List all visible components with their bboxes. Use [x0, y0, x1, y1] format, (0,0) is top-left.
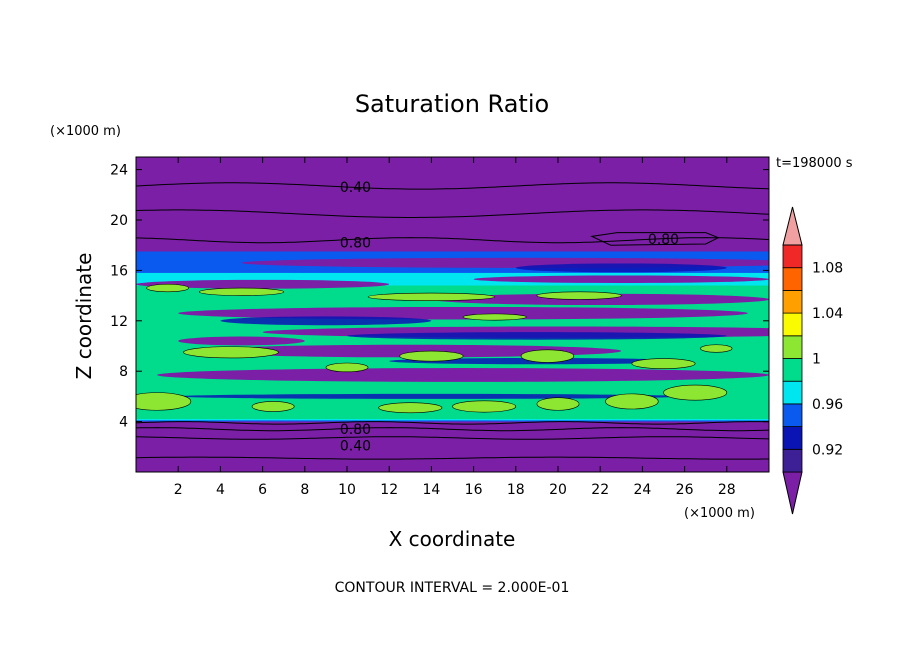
x-tick-label: 20: [549, 482, 567, 498]
dry-streak: [431, 293, 769, 306]
contour-label: 0.80: [340, 236, 371, 252]
contour-interval-label: CONTOUR INTERVAL = 2.000E-01: [335, 580, 570, 596]
supersaturated-patch: [136, 392, 192, 411]
dry-streak: [473, 275, 769, 283]
supersaturated-patch: [367, 292, 496, 301]
y-tick-label: 16: [110, 263, 128, 279]
colorbar-segment: [782, 380, 803, 405]
x-axis: 2 4 6 8 10 12 14 16 18 20 22 24 26 28: [174, 157, 736, 498]
supersaturated-patch: [325, 362, 369, 373]
contour-label: 0.40: [340, 439, 371, 455]
dry-streak: [136, 279, 390, 289]
supersaturated-patch: [452, 400, 517, 413]
supersaturated-patch: [146, 283, 190, 293]
contour-line: [136, 421, 769, 425]
supersaturated-patch: [536, 291, 622, 300]
dry-streak: [178, 336, 305, 346]
colorbar-segment: [782, 426, 803, 450]
contour-line: [136, 237, 769, 244]
contour-lines: [136, 182, 769, 460]
chart-title: Saturation Ratio: [355, 90, 549, 118]
x-tick-label: 10: [338, 482, 356, 498]
contour-label: 0.80: [340, 422, 371, 438]
colorbar-segment: [782, 403, 803, 427]
dry-patch: [220, 316, 432, 326]
supersaturated-patch: [520, 349, 575, 363]
colorbar-tick-label: 1.04: [812, 306, 843, 322]
x-tick-label: 22: [591, 482, 609, 498]
contour-loop: [590, 232, 720, 246]
dry-patch: [347, 332, 727, 340]
x-tick-label: 18: [507, 482, 525, 498]
x-tick-label: 14: [422, 482, 440, 498]
contour-line: [136, 427, 769, 432]
supersaturated-patch: [199, 287, 285, 296]
x-unit-label: (×1000 m): [684, 506, 755, 521]
colorbar-tick-label: 1.08: [812, 261, 843, 277]
colorbar-segment: [782, 312, 803, 337]
x-axis-label: X coordinate: [389, 527, 516, 551]
colorbar-tick-label: 1: [812, 352, 821, 368]
x-tick-label: 6: [258, 482, 267, 498]
y-tick-label: 8: [119, 364, 128, 380]
supersaturated-patch: [183, 346, 279, 359]
x-tick-label: 4: [216, 482, 225, 498]
contour-label: 0.80: [648, 232, 679, 248]
x-tick-label: 26: [676, 482, 694, 498]
y-tick-label: 24: [110, 163, 128, 179]
supersaturated-patch: [605, 393, 659, 410]
y-tick-label: 4: [119, 415, 128, 431]
contour-field: [136, 157, 769, 472]
x-tick-label: 16: [465, 482, 483, 498]
dry-streak: [178, 306, 748, 320]
x-tick-label: 28: [718, 482, 736, 498]
colorbar: 0.92 0.96 1 1.04 1.08: [782, 206, 843, 515]
contour-line: [136, 209, 769, 218]
colorbar-segment: [782, 244, 803, 269]
supersaturated-patch: [251, 401, 295, 412]
supersaturated-patch: [536, 397, 580, 411]
colorbar-segment: [782, 267, 803, 291]
x-tick-label: 2: [174, 482, 183, 498]
supersaturated-patch: [631, 358, 696, 369]
colorbar-tick-label: 0.96: [812, 397, 843, 413]
supersaturated-patch: [462, 313, 527, 321]
dry-patch: [515, 263, 727, 273]
colorbar-lower-arrow: [782, 471, 803, 515]
contour-line: [136, 436, 769, 440]
time-label: t=198000 s: [776, 156, 853, 171]
supersaturated-patch: [700, 344, 733, 353]
y-tick-label: 20: [110, 213, 128, 229]
colorbar-segment: [782, 448, 803, 473]
colorbar-segment: [782, 358, 803, 382]
contour-line: [136, 182, 769, 190]
x-tick-label: 24: [633, 482, 651, 498]
colorbar-tick-label: 0.92: [812, 442, 843, 458]
contour-label: 0.40: [340, 180, 371, 196]
colorbar-upper-arrow: [782, 206, 803, 246]
colorbar-segment: [782, 289, 803, 314]
contour-labels: 0.400.80 0.800.800.40: [340, 180, 679, 454]
supersaturated-patch: [378, 402, 443, 414]
supersaturated-patch: [399, 350, 464, 362]
x-tick-label: 8: [300, 482, 309, 498]
colorbar-segment: [782, 335, 803, 359]
y-unit-label: (×1000 m): [50, 124, 121, 139]
contour-line: [136, 456, 769, 460]
y-axis: 4 8 12 16 20 24: [110, 163, 769, 431]
plot-frame: [135, 156, 770, 473]
y-tick-label: 12: [110, 314, 128, 330]
supersaturated-patch: [663, 384, 728, 401]
dry-streak: [199, 344, 622, 358]
x-tick-label: 12: [380, 482, 398, 498]
y-axis-label: Z coordinate: [72, 253, 96, 380]
dry-streak: [157, 368, 769, 382]
